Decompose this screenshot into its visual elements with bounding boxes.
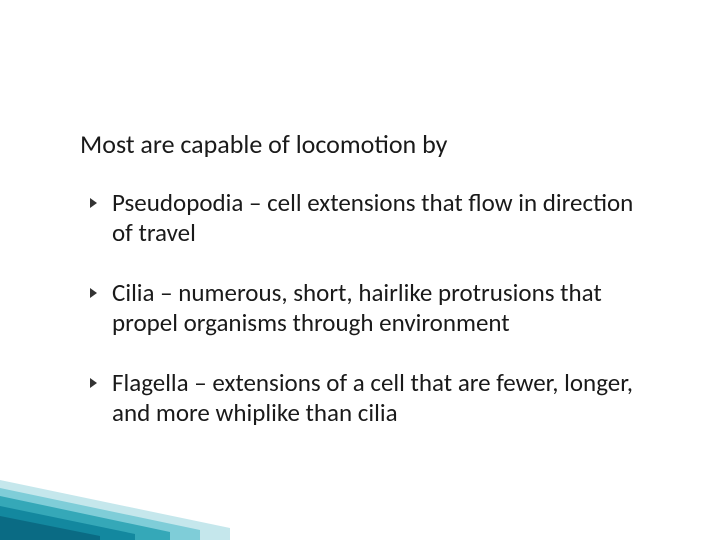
bullet-list: Pseudopodia – cell extensions that flow … [80, 188, 640, 428]
slide: Most are capable of locomotion by Pseudo… [0, 0, 720, 540]
corner-decor [0, 450, 300, 540]
bullet-text: Flagella – extensions of a cell that are… [112, 367, 633, 428]
bullet-icon [90, 378, 97, 388]
list-item: Pseudopodia – cell extensions that flow … [90, 188, 640, 248]
bullet-text: Pseudopodia – cell extensions that flow … [112, 187, 633, 248]
list-item: Flagella – extensions of a cell that are… [90, 368, 640, 428]
bullet-icon [90, 288, 97, 298]
bullet-icon [90, 198, 97, 208]
slide-heading: Most are capable of locomotion by [80, 128, 640, 160]
list-item: Cilia – numerous, short, hairlike protru… [90, 278, 640, 338]
bullet-text: Cilia – numerous, short, hairlike protru… [112, 277, 602, 338]
